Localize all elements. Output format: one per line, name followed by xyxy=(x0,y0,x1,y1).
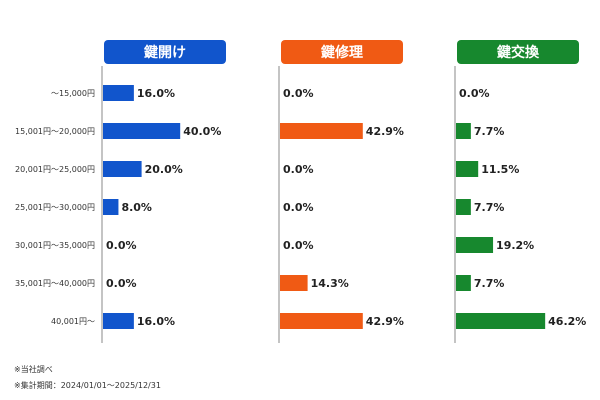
data-label-unlock: 0.0% xyxy=(106,239,137,252)
data-label-unlock: 16.0% xyxy=(137,315,175,328)
data-label-exchange: 46.2% xyxy=(548,315,586,328)
bar-exchange xyxy=(456,275,471,291)
data-label-exchange: 7.7% xyxy=(474,125,505,138)
bar-unlock xyxy=(103,123,181,139)
bar-repair xyxy=(280,313,363,329)
bar-repair xyxy=(280,123,363,139)
category-label: 25,001円〜30,000円 xyxy=(15,203,95,212)
bar-exchange xyxy=(456,313,546,329)
category-label: 〜15,000円 xyxy=(51,89,95,98)
data-label-unlock: 20.0% xyxy=(145,163,183,176)
data-label-repair: 0.0% xyxy=(283,163,314,176)
footnote-source: ※当社調べ xyxy=(14,365,53,374)
panel-title-unlock: 鍵開け xyxy=(144,44,186,61)
data-label-repair: 42.9% xyxy=(366,125,404,138)
data-label-exchange: 7.7% xyxy=(474,277,505,290)
category-label: 40,001円〜 xyxy=(51,317,95,326)
data-label-unlock: 0.0% xyxy=(106,277,137,290)
data-label-exchange: 19.2% xyxy=(496,239,534,252)
category-label: 20,001円〜25,000円 xyxy=(15,165,95,174)
bar-repair xyxy=(280,275,308,291)
bar-unlock xyxy=(103,199,119,215)
bar-exchange xyxy=(456,199,471,215)
panel-title-repair: 鍵修理 xyxy=(321,44,363,61)
bar-unlock xyxy=(103,313,134,329)
panel-header-exchange xyxy=(457,40,579,64)
bar-exchange xyxy=(456,123,471,139)
bar-exchange xyxy=(456,161,479,177)
data-label-repair: 0.0% xyxy=(283,201,314,214)
data-label-repair: 0.0% xyxy=(283,87,314,100)
data-label-repair: 42.9% xyxy=(366,315,404,328)
data-label-exchange: 0.0% xyxy=(459,87,490,100)
bar-exchange xyxy=(456,237,494,253)
footnote-period: ※集計期間：2024/01/01〜2025/12/31 xyxy=(14,381,161,390)
data-label-exchange: 11.5% xyxy=(481,163,519,176)
bar-unlock xyxy=(103,161,142,177)
data-label-exchange: 7.7% xyxy=(474,201,505,214)
category-label: 15,001円〜20,000円 xyxy=(15,127,95,136)
data-label-unlock: 40.0% xyxy=(183,125,221,138)
category-label: 30,001円〜35,000円 xyxy=(15,241,95,250)
data-label-repair: 0.0% xyxy=(283,239,314,252)
category-label: 35,001円〜40,000円 xyxy=(15,279,95,288)
panel-header-unlock xyxy=(104,40,226,64)
panel-header-repair xyxy=(281,40,403,64)
data-label-unlock: 16.0% xyxy=(137,87,175,100)
panel-title-exchange: 鍵交換 xyxy=(497,44,540,61)
data-label-unlock: 8.0% xyxy=(121,201,152,214)
data-label-repair: 14.3% xyxy=(311,277,349,290)
bar-unlock xyxy=(103,85,134,101)
